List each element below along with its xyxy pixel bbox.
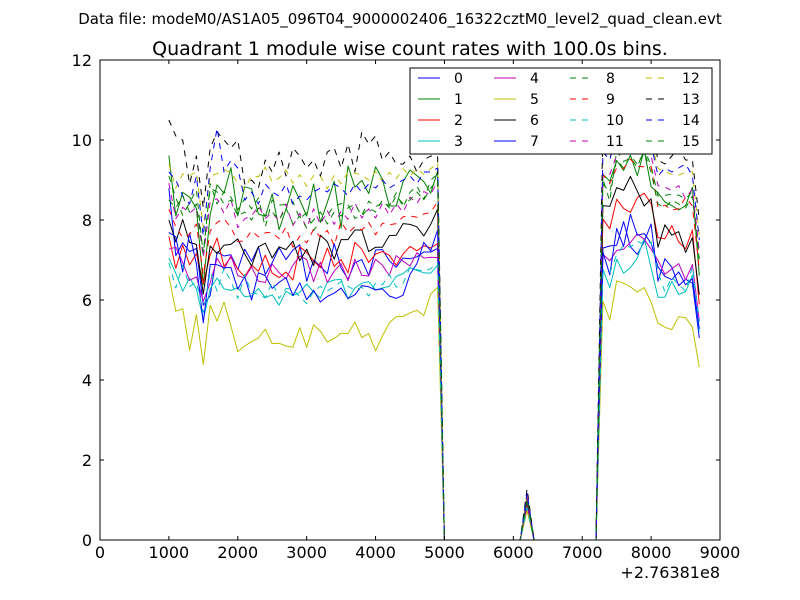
legend-box <box>409 67 713 155</box>
legend-label-11: 11 <box>606 134 624 150</box>
y-tick-label: 8 <box>82 211 92 230</box>
legend-label-8: 8 <box>606 71 615 87</box>
series-line-8 <box>168 148 700 540</box>
series-line-3 <box>168 237 700 540</box>
x-tick-label: 6000 <box>493 543 534 562</box>
series-line-14 <box>168 123 700 540</box>
series-layer <box>168 87 700 540</box>
series-line-5 <box>168 275 700 540</box>
y-tick-label: 0 <box>82 531 92 550</box>
x-tick-label: 5000 <box>424 543 465 562</box>
axis-ticks: 0 1000 2000 3000 4000 5000 6000 7000 8000 9000 0 2 4… <box>72 51 741 562</box>
x-tick-label: 8000 <box>631 543 672 562</box>
chart-suptitle: Data file: modeM0/AS1A05_096T04_90000024… <box>78 10 722 29</box>
x-tick-label: 3000 <box>286 543 327 562</box>
legend-label-5: 5 <box>530 92 539 108</box>
y-tick-label: 4 <box>82 371 92 390</box>
x-tick-label: 0 <box>95 543 105 562</box>
legend-label-10: 10 <box>606 113 624 129</box>
x-tick-label: 7000 <box>562 543 603 562</box>
legend-label-1: 1 <box>454 92 463 108</box>
series-line-15 <box>168 151 700 540</box>
legend-label-6: 6 <box>530 113 539 129</box>
series-line-7 <box>168 213 700 540</box>
legend-label-7: 7 <box>530 134 539 150</box>
x-offset-label: +2.76381e8 <box>620 563 720 582</box>
y-tick-label: 12 <box>72 51 92 70</box>
series-line-6 <box>168 175 700 540</box>
legend-label-12: 12 <box>682 71 700 87</box>
x-tick-label: 2000 <box>217 543 258 562</box>
legend-label-4: 4 <box>530 71 539 87</box>
legend-label-15: 15 <box>682 134 700 150</box>
series-line-2 <box>168 192 700 540</box>
legend-label-0: 0 <box>454 71 463 87</box>
legend-label-13: 13 <box>682 92 700 108</box>
series-line-9 <box>168 158 700 540</box>
series-line-11 <box>168 132 700 540</box>
x-tick-label: 4000 <box>355 543 396 562</box>
legend-label-3: 3 <box>454 134 463 150</box>
y-tick-label: 6 <box>82 291 92 310</box>
x-tick-label: 1000 <box>149 543 190 562</box>
chart-title: Quadrant 1 module wise count rates with … <box>152 38 668 60</box>
y-tick-label: 10 <box>72 131 92 150</box>
legend-label-2: 2 <box>454 113 463 129</box>
x-tick-label: 9000 <box>700 543 741 562</box>
y-tick-label: 2 <box>82 451 92 470</box>
legend-label-14: 14 <box>682 113 700 129</box>
series-line-10 <box>168 240 700 540</box>
legend-label-9: 9 <box>606 92 615 108</box>
